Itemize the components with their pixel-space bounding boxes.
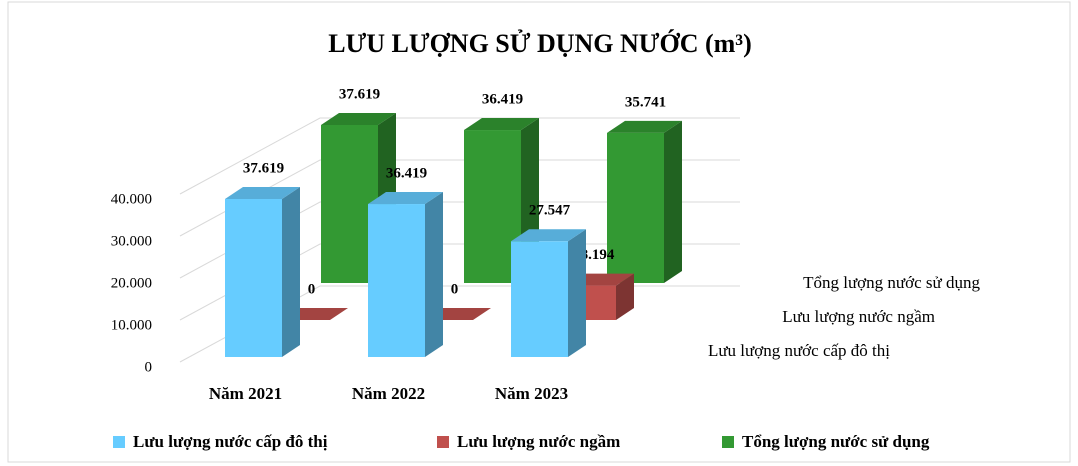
value-label: 37.619 xyxy=(243,160,284,176)
y-tick-label: 10.000 xyxy=(111,317,152,333)
grid-line xyxy=(179,117,740,195)
bar-top xyxy=(225,187,300,200)
y-tick-label: 20.000 xyxy=(111,275,152,291)
value-label: 35.741 xyxy=(625,94,666,110)
y-tick-label: 40.000 xyxy=(111,191,152,207)
bar xyxy=(511,229,586,357)
value-label: 36.419 xyxy=(386,165,427,181)
bar-front xyxy=(511,241,568,357)
bar-front xyxy=(225,199,282,357)
legend-label: Lưu lượng nước ngầm xyxy=(457,432,620,451)
legend-swatch xyxy=(437,436,449,448)
value-label: 36.419 xyxy=(482,91,523,107)
chart-title: LƯU LƯỢNG SỬ DỤNG NƯỚC (m³) xyxy=(328,29,752,58)
value-label: 8.194 xyxy=(581,247,615,263)
depth-label: Lưu lượng nước cấp đô thị xyxy=(708,341,890,360)
legend-swatch xyxy=(113,436,125,448)
bar xyxy=(321,113,396,283)
bar xyxy=(368,192,443,357)
x-tick-label: Năm 2021 xyxy=(209,384,282,403)
depth-label: Tổng lượng nước sử dụng xyxy=(803,273,980,292)
bar-side xyxy=(282,187,300,357)
bar-top xyxy=(321,113,396,126)
bar-top xyxy=(368,192,443,205)
y-tick-label: 0 xyxy=(145,359,153,375)
value-label: 37.619 xyxy=(339,86,380,102)
depth-label: Lưu lượng nước ngầm xyxy=(782,307,935,326)
bar-front xyxy=(368,204,425,357)
value-label: 0 xyxy=(451,281,459,297)
bar-top xyxy=(607,120,682,133)
legend-swatch xyxy=(722,436,734,448)
bar-side xyxy=(664,120,682,283)
legend-label: Tổng lượng nước sử dụng xyxy=(742,432,930,451)
legend-label: Lưu lượng nước cấp đô thị xyxy=(133,432,328,451)
value-label: 27.547 xyxy=(529,203,571,219)
bar-top xyxy=(511,229,586,242)
x-tick-label: Năm 2022 xyxy=(352,384,425,403)
bar-side xyxy=(568,229,586,357)
bar-top xyxy=(464,118,539,131)
x-tick-label: Năm 2023 xyxy=(495,384,568,403)
y-tick-label: 30.000 xyxy=(111,233,152,249)
bar-side xyxy=(616,273,634,320)
bar xyxy=(225,187,300,357)
bar-front xyxy=(607,132,664,283)
bar xyxy=(607,120,682,283)
value-label: 0 xyxy=(308,281,316,297)
bar-side xyxy=(425,192,443,357)
